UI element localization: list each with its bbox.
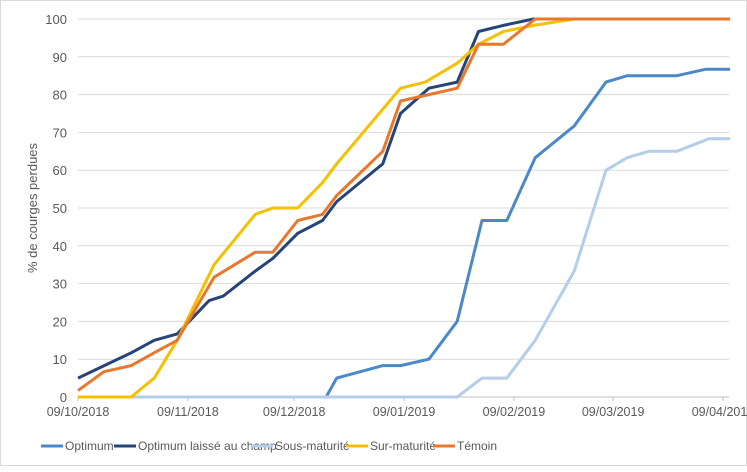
y-tick-label: 100 xyxy=(45,12,67,27)
x-tick-label: 09/04/2019 xyxy=(692,405,747,419)
x-tick-label: 09/02/2019 xyxy=(483,405,546,419)
series-line-sous-maturit- xyxy=(78,137,731,399)
legend-label: Témoin xyxy=(457,439,497,453)
legend: Optimum Optimum laissé au champSous-matur… xyxy=(41,439,497,453)
legend-label: Sur-maturité xyxy=(370,439,436,453)
x-tick-label: 09/11/2018 xyxy=(157,405,219,419)
legend-item: Optimum laissé au champ xyxy=(114,439,277,453)
series-line-optimum-laiss-au-champ xyxy=(77,17,731,380)
y-tick-label: 60 xyxy=(53,163,67,178)
y-tick-label: 10 xyxy=(53,352,67,367)
y-tick-label: 90 xyxy=(53,50,67,65)
y-tick-label: 70 xyxy=(53,125,67,140)
y-axis-label: % de courges perdues xyxy=(25,142,40,273)
series-line-t-moin xyxy=(77,17,731,392)
y-tick-label: 20 xyxy=(53,314,67,329)
x-tick-label: 09/12/2018 xyxy=(263,405,326,419)
legend-label: Optimum laissé au champ xyxy=(138,439,277,453)
legend-label: Optimum xyxy=(65,439,114,453)
series-line-optimum xyxy=(78,67,731,399)
y-tick-label: 80 xyxy=(53,88,67,103)
legend-item: Témoin xyxy=(433,439,497,453)
y-tick-label: 0 xyxy=(60,390,67,405)
legend-label: Sous-maturité xyxy=(275,439,350,453)
y-tick-label: 40 xyxy=(53,239,67,254)
y-tick-label: 30 xyxy=(53,277,67,292)
series-lines xyxy=(77,17,731,399)
x-axis-ticks: 09/10/2018 09/11/2018 09/12/2018 09/01/2019… xyxy=(47,397,747,419)
x-tick-label: 09/03/2019 xyxy=(582,405,645,419)
y-axis-ticks: 0 10 20 30 40 50 60 70 80 90 100 xyxy=(45,12,67,405)
legend-item: Optimum xyxy=(41,439,114,453)
legend-item: Sous-maturité xyxy=(251,439,350,453)
y-tick-label: 50 xyxy=(53,201,67,216)
series-line-sur-maturit- xyxy=(78,17,731,399)
x-tick-label: 09/10/2018 xyxy=(47,405,110,419)
legend-item: Sur-maturité xyxy=(346,439,436,453)
x-tick-label: 09/01/2019 xyxy=(373,405,436,419)
